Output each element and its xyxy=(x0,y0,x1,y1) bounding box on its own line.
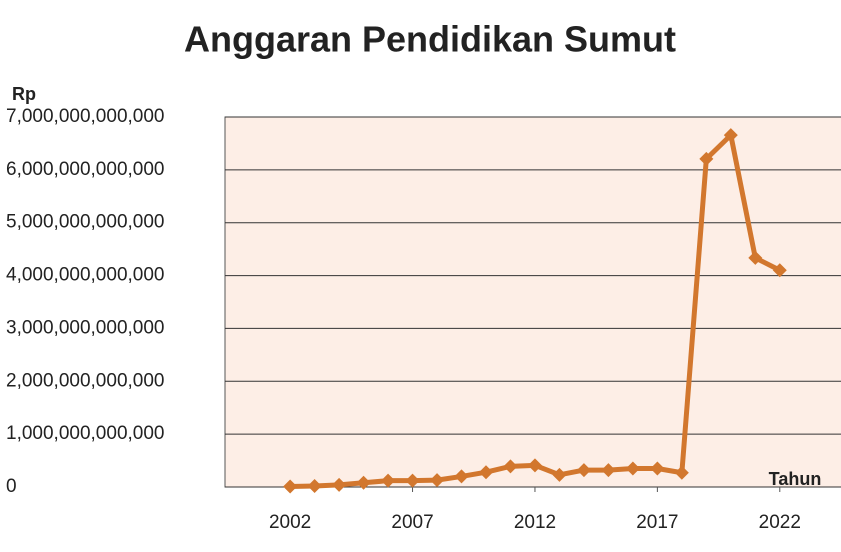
marker xyxy=(650,461,665,476)
marker xyxy=(625,461,640,476)
y-tick-label: 1,000,000,000,000 xyxy=(6,423,165,444)
marker xyxy=(283,479,298,494)
y-tick-label: 5,000,000,000,000 xyxy=(6,212,165,233)
marker xyxy=(601,463,616,478)
marker xyxy=(405,473,420,488)
marker xyxy=(381,473,396,488)
marker xyxy=(552,467,567,482)
y-tick-label: 0 xyxy=(6,476,17,497)
y-tick-label: 2,000,000,000,000 xyxy=(6,370,165,391)
y-tick-label: 3,000,000,000,000 xyxy=(6,317,165,338)
plot-background xyxy=(224,116,841,488)
marker xyxy=(699,151,714,166)
x-tick-label: 2017 xyxy=(636,512,678,533)
y-tick-label: 7,000,000,000,000 xyxy=(6,106,165,127)
y-tick-label: 4,000,000,000,000 xyxy=(6,265,165,286)
x-tick-label: 2022 xyxy=(759,512,801,533)
marker xyxy=(723,128,738,143)
x-tick-label: 2007 xyxy=(391,512,433,533)
marker xyxy=(674,465,689,480)
y-axis-label: Rp xyxy=(12,84,36,104)
x-axis-label: Tahun xyxy=(769,469,822,489)
x-tick-label: 2012 xyxy=(514,512,556,533)
marker xyxy=(430,473,445,488)
marker xyxy=(478,465,493,480)
chart-title: Anggaran Pendidikan Sumut xyxy=(184,19,676,60)
marker xyxy=(356,475,371,490)
marker xyxy=(503,459,518,474)
marker xyxy=(527,458,542,473)
marker xyxy=(772,263,787,278)
marker xyxy=(307,478,322,493)
marker xyxy=(748,250,763,265)
y-tick-label: 6,000,000,000,000 xyxy=(6,159,165,180)
marker xyxy=(454,469,469,484)
marker xyxy=(332,477,347,492)
marker xyxy=(576,463,591,478)
x-tick-label: 2002 xyxy=(269,512,311,533)
